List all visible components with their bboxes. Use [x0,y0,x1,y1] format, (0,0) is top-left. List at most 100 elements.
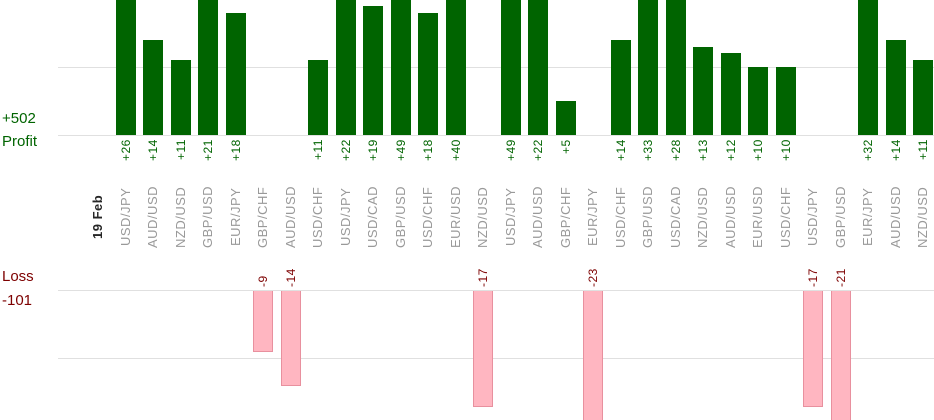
profit-value-label: +11 [916,139,930,160]
profit-value-label: +49 [393,139,408,161]
profit-value-label: +11 [311,139,325,160]
loss-value-label: -17 [806,268,820,287]
profit-bar [885,39,906,135]
loss-bar [830,291,851,420]
profit-bar [225,12,246,135]
profit-bar [143,39,163,135]
loss-bar [473,291,493,407]
pair-label: USD/CHF [420,186,435,248]
pair-label: USD/JPY [117,187,133,247]
profit-bar [335,0,356,135]
profit-value-label: +12 [723,139,738,161]
profit-value-label: +5 [558,139,573,154]
profit-value-label: +11 [173,139,188,160]
loss-axis-label: Loss [2,268,34,285]
pair-label: NZD/USD [172,186,188,248]
pair-label: GBP/CHF [557,186,573,248]
profit-bar [748,67,768,135]
profit-value-label: +14 [613,139,628,161]
profit-value-label: +10 [751,139,765,161]
gridline-profit-10 [58,67,934,68]
profit-bar [170,60,191,135]
pair-label: AUD/USD [145,186,160,249]
date-label: 19 Feb [90,194,105,240]
pair-label: USD/CHF [612,186,628,248]
pair-label: NZD/USD [475,186,490,248]
profit-value-label: +21 [201,139,215,161]
profit-value-label: +32 [861,139,875,161]
profit-bar [720,53,741,135]
pair-label: USD/CHF [777,186,793,248]
pair-label: GBP/USD [200,186,215,249]
loss-value-label: -21 [833,268,848,287]
gridline-profit-baseline [58,135,934,136]
pair-label: GBP/CHF [255,186,270,248]
pair-label: EUR/JPY [585,187,600,247]
pair-label: GBP/USD [392,186,408,249]
pair-label: EUR/USD [750,186,765,249]
profit-bar [198,0,218,135]
profit-value-label: +22 [531,139,545,161]
pair-label: USD/CAD [365,186,380,249]
pair-label: EUR/JPY [860,187,875,247]
loss-bar [583,291,603,420]
profit-value-label: +18 [228,139,243,161]
pair-label: AUD/USD [530,186,545,249]
profit-bar [913,60,933,135]
profit-bar [693,46,713,135]
pair-label: NZD/USD [695,186,710,248]
gridline-loss-baseline [58,290,934,291]
profit-value-label: +22 [338,139,353,161]
profit-value-label: +33 [641,139,655,161]
pair-label: NZD/USD [915,186,930,248]
profit-total-label: +502 [2,110,36,127]
profit-bar [363,5,383,135]
profit-value-label: +14 [888,139,903,161]
loss-bar [253,291,273,352]
profit-bar [665,0,686,135]
pair-label: AUD/USD [722,186,738,249]
profit-bar [858,0,878,135]
profit-bar [308,60,328,135]
profit-value-label: +18 [421,139,435,161]
pair-label: USD/JPY [805,187,820,247]
pair-label: GBP/USD [832,186,848,249]
profit-value-label: +10 [778,139,793,161]
profit-value-label: +19 [366,139,380,161]
profit-axis-label: Profit [2,133,38,150]
profit-value-label: +14 [146,139,160,161]
profit-bar [500,0,521,135]
profit-value-label: +13 [696,139,710,161]
pair-label: USD/CAD [667,186,683,249]
profit-bar [610,39,631,135]
profit-value-label: +49 [503,139,518,161]
pair-label: USD/CHF [310,186,325,248]
profit-bar [555,101,576,135]
loss-bar [280,291,301,386]
loss-value-label: -14 [283,268,298,287]
profit-bar [418,12,438,135]
gridline-loss-10 [58,358,934,359]
loss-value-label: -23 [586,268,600,287]
pair-label: EUR/USD [447,186,463,249]
loss-bar [803,291,823,407]
pair-label: GBP/USD [640,186,655,249]
pair-label: EUR/JPY [227,187,243,247]
profit-bar [528,0,548,135]
pair-label: AUD/USD [282,186,298,249]
profit-value-label: +28 [668,139,683,161]
loss-value-label: -9 [256,275,270,287]
profit-value-label: +26 [118,139,133,161]
profit-bar [390,0,411,135]
profit-bar [115,0,136,135]
profit-bar [638,0,658,135]
pair-label: USD/JPY [502,187,518,247]
profit-bar [445,0,466,135]
loss-total-label: -101 [2,292,33,309]
pair-label: USD/JPY [337,187,353,247]
loss-value-label: -17 [476,268,490,287]
profit-value-label: +40 [448,139,463,161]
pair-label: AUD/USD [887,186,903,249]
profit-bar [775,67,796,135]
